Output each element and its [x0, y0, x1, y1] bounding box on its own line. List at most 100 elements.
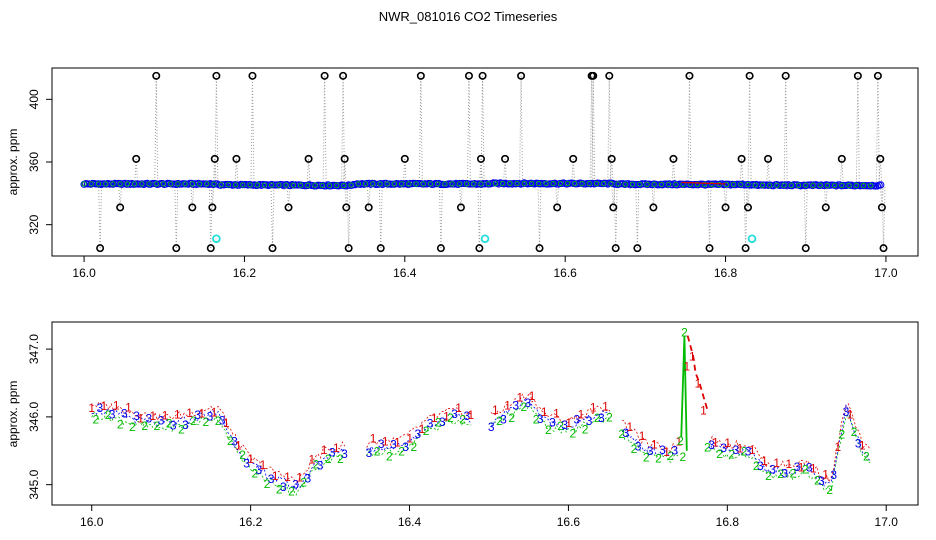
- series-2-marker: 2: [704, 440, 711, 454]
- series-1-marker: 1: [272, 469, 279, 483]
- baseline-point-green: [124, 181, 131, 187]
- series-1-marker: 1: [683, 360, 690, 374]
- baseline-point-green: [225, 182, 232, 188]
- baseline-point: [604, 180, 612, 188]
- baseline-point-green: [131, 181, 138, 187]
- spike-connector: [672, 158, 676, 185]
- baseline-point-green: [593, 180, 600, 187]
- spike-point: [96, 244, 105, 253]
- baseline-point-green: [608, 180, 614, 187]
- spike-connector: [380, 183, 383, 249]
- series-3-marker: 3: [329, 446, 336, 460]
- spike-connector: [709, 184, 712, 249]
- baseline-point-green: [463, 181, 470, 187]
- series-1-marker: 1: [663, 445, 670, 459]
- baseline-point-green: [550, 180, 556, 187]
- y-tick-label: 345.0: [27, 469, 41, 499]
- x-tick-label: 16.8: [716, 515, 740, 529]
- baseline-point-green: [139, 181, 145, 187]
- spike-connector: [154, 75, 157, 184]
- spike-connector: [118, 183, 121, 208]
- series-2-marker: 2: [582, 423, 589, 437]
- spike-connector: [210, 183, 213, 208]
- baseline-point-green: [110, 181, 116, 187]
- spike-point: [475, 244, 484, 253]
- spike-connector: [215, 75, 219, 185]
- baseline-point-green: [492, 180, 499, 187]
- spike-connector: [688, 75, 692, 185]
- spike-connector: [636, 184, 640, 249]
- series-1-marker: 1: [309, 452, 316, 466]
- baseline-point-green: [637, 181, 643, 187]
- baseline-point-green: [824, 182, 831, 189]
- chart-title: NWR_081016 CO2 Timeseries: [379, 9, 558, 24]
- spike-point: [609, 203, 618, 212]
- series-1-marker: 1: [590, 401, 597, 415]
- top-y-axis-label: approx. ppm: [6, 129, 20, 196]
- series-1-marker: 1: [223, 416, 230, 430]
- series-1-marker: 1: [382, 435, 389, 449]
- baseline-point-green: [290, 182, 297, 188]
- spike-point: [879, 244, 888, 253]
- baseline-point-green: [420, 181, 426, 187]
- top-cyan-points: [212, 234, 757, 244]
- baseline-point-green: [564, 180, 571, 187]
- baseline-point-green: [182, 181, 188, 187]
- baseline-point-green: [117, 181, 123, 187]
- series-3-marker: 3: [843, 405, 850, 419]
- spike-connector: [591, 75, 594, 184]
- series-1-marker: 1: [235, 438, 242, 452]
- spike-point: [721, 203, 730, 212]
- spike-connector: [134, 158, 137, 184]
- baseline-point-green: [413, 181, 419, 187]
- series-2-marker: 2: [313, 457, 320, 471]
- series-3-marker: 3: [378, 437, 385, 451]
- series-3-marker: 3: [745, 445, 752, 459]
- series-1-marker: 1: [174, 407, 181, 421]
- baseline-point: [213, 180, 221, 188]
- series-3-marker: 3: [170, 418, 177, 432]
- series-2-marker: 2: [154, 419, 161, 433]
- series-3-marker: 3: [158, 414, 165, 428]
- series-1-marker: 1: [602, 400, 609, 414]
- spike-connector: [234, 158, 237, 185]
- series-3-marker: 3: [145, 411, 152, 425]
- baseline-point-green: [189, 181, 195, 187]
- series-2-marker: 2: [839, 428, 846, 442]
- baseline-point-green: [543, 180, 549, 187]
- series-2-marker: 2: [264, 477, 271, 491]
- baseline-point-green: [803, 182, 809, 188]
- series-1-marker: 1: [695, 377, 702, 391]
- y-tick-label: 320: [27, 214, 41, 234]
- spike-connector: [212, 158, 216, 185]
- spike-point: [853, 71, 862, 80]
- series-1-marker: 1: [101, 399, 108, 413]
- spike-connector: [342, 75, 346, 186]
- spike-connector: [592, 75, 596, 184]
- baseline-point-green: [377, 181, 383, 187]
- spike-connector: [366, 183, 370, 208]
- series-1-marker: 1: [700, 404, 707, 418]
- baseline-point-green: [817, 182, 823, 188]
- series-2-marker: 2: [105, 408, 112, 422]
- top-spike-points: [96, 71, 888, 253]
- spike-point: [436, 244, 445, 253]
- spike-point: [605, 71, 614, 80]
- spike-connector: [855, 75, 859, 186]
- series-2-marker: 2: [203, 415, 210, 429]
- series-3-marker: 3: [402, 440, 409, 454]
- baseline-point-green: [247, 182, 253, 188]
- series-1-marker: 1: [468, 408, 475, 422]
- series-1-marker: 1: [296, 471, 303, 485]
- series-2-marker: 2: [863, 449, 870, 463]
- series-1-marker: 1: [150, 409, 157, 423]
- baseline-point-green: [312, 182, 318, 188]
- spike-connector: [687, 75, 690, 185]
- baseline-point-green: [276, 182, 282, 188]
- series-3-marker: 3: [635, 440, 642, 454]
- baseline-point-green: [673, 181, 679, 188]
- series-1-marker: 1: [761, 454, 768, 468]
- baseline-point-green: [449, 181, 455, 187]
- spike-connector: [611, 158, 614, 184]
- series-3-marker: 3: [415, 427, 422, 441]
